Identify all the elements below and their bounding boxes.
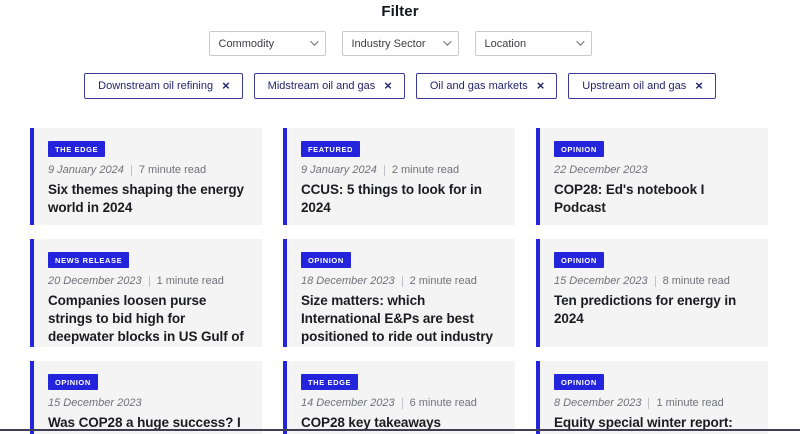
article-card[interactable]: NEWS RELEASE 20 December 2023 1 minute r… [30, 239, 262, 347]
meta-divider [383, 164, 385, 176]
meta-divider [401, 275, 403, 287]
active-filter-tags: Downstream oil refining × Midstream oil … [0, 73, 800, 99]
article-card[interactable]: OPINION 22 December 2023 COP28: Ed's not… [536, 128, 768, 225]
article-meta: 22 December 2023 [554, 164, 758, 176]
article-meta: 14 December 2023 6 minute read [301, 397, 505, 409]
filter-tag-label: Downstream oil refining [98, 80, 214, 92]
article-date: 22 December 2023 [554, 164, 648, 176]
article-date: 18 December 2023 [301, 275, 395, 287]
article-date: 9 January 2024 [48, 164, 124, 176]
article-card[interactable]: OPINION 15 December 2023 Was COP28 a hug… [30, 361, 262, 434]
chevron-down-icon [442, 36, 452, 46]
dropdown-selected-value: Commodity [218, 37, 275, 50]
read-time: 8 minute read [662, 275, 730, 287]
filter-tag[interactable]: Upstream oil and gas × [568, 73, 716, 99]
category-badge: THE EDGE [48, 141, 106, 157]
filter-heading: Filter [381, 3, 419, 20]
filter-tag-label: Upstream oil and gas [582, 80, 687, 92]
article-title: CCUS: 5 things to look for in 2024 [301, 182, 482, 215]
article-date: 14 December 2023 [301, 397, 395, 409]
article-card[interactable]: THE EDGE 14 December 2023 6 minute read … [283, 361, 515, 434]
article-card[interactable]: THE EDGE 9 January 2024 7 minute read Si… [30, 128, 262, 225]
article-card-grid: THE EDGE 9 January 2024 7 minute read Si… [30, 128, 768, 434]
meta-divider [148, 275, 150, 287]
article-title: Equity special winter report: flush prod… [554, 415, 733, 434]
category-badge: OPINION [301, 252, 351, 268]
article-title: Size matters: which International E&Ps a… [301, 293, 493, 347]
read-time: 2 minute read [391, 164, 460, 176]
category-badge: OPINION [48, 374, 98, 390]
close-icon[interactable]: × [536, 78, 545, 93]
read-time: 7 minute read [138, 164, 207, 176]
chevron-down-icon [309, 36, 319, 46]
meta-divider [130, 164, 132, 176]
read-time: 6 minute read [409, 397, 477, 409]
article-date: 15 December 2023 [554, 275, 648, 287]
dropdown-selected-value: Location [484, 37, 527, 50]
article-title: COP28: Ed's notebook I Podcast [554, 182, 705, 215]
category-badge: OPINION [554, 141, 604, 157]
page-bottom-divider [0, 429, 800, 431]
meta-divider [401, 397, 403, 409]
article-meta: 20 December 2023 1 minute read [48, 275, 252, 287]
read-time: 1 minute read [656, 397, 724, 409]
article-date: 15 December 2023 [48, 397, 142, 409]
article-meta: 9 January 2024 2 minute read [301, 164, 505, 176]
chevron-down-icon [575, 36, 585, 46]
article-date: 8 December 2023 [554, 397, 642, 409]
article-card[interactable]: OPINION 15 December 2023 8 minute read T… [536, 239, 768, 347]
article-title: Was COP28 a huge success? I Podcast [48, 415, 241, 434]
filter-dropdown-row: Commodity Industry Sector Location [0, 31, 800, 56]
close-icon[interactable]: × [222, 78, 230, 93]
category-badge: NEWS RELEASE [48, 252, 130, 268]
filter-tag[interactable]: Midstream oil and gas × [253, 73, 405, 99]
article-card[interactable]: OPINION 18 December 2023 2 minute read S… [283, 239, 515, 347]
category-badge: FEATURED [301, 141, 361, 157]
filter-dropdown[interactable]: Industry Sector [341, 31, 459, 56]
article-meta: 15 December 2023 8 minute read [554, 275, 758, 287]
article-meta: 9 January 2024 7 minute read [48, 164, 252, 176]
article-meta: 18 December 2023 2 minute read [301, 275, 505, 287]
article-title: Companies loosen purse strings to bid hi… [48, 293, 244, 347]
close-icon[interactable]: × [384, 78, 392, 93]
read-time: 1 minute read [156, 275, 224, 287]
category-badge: THE EDGE [301, 374, 359, 390]
article-title: Ten predictions for energy in 2024 [554, 293, 737, 326]
filter-dropdown[interactable]: Location [474, 31, 592, 56]
category-badge: OPINION [554, 252, 604, 268]
filter-tag[interactable]: Downstream oil refining × [84, 73, 243, 99]
read-time: 2 minute read [409, 275, 477, 287]
article-title: COP28 key takeaways [301, 415, 441, 430]
filter-tag-label: Midstream oil and gas [267, 80, 376, 92]
category-badge: OPINION [554, 374, 604, 390]
article-date: 9 January 2024 [301, 164, 377, 176]
article-card[interactable]: FEATURED 9 January 2024 2 minute read CC… [283, 128, 515, 225]
article-title: Six themes shaping the energy world in 2… [48, 182, 244, 215]
article-date: 20 December 2023 [48, 275, 142, 287]
filter-tag[interactable]: Oil and gas markets × [415, 73, 558, 99]
close-icon[interactable]: × [695, 78, 703, 93]
meta-divider [648, 397, 650, 409]
filter-tag-label: Oil and gas markets [429, 80, 528, 92]
article-meta: 8 December 2023 1 minute read [554, 397, 758, 409]
filter-dropdown[interactable]: Commodity [208, 31, 326, 56]
meta-divider [654, 275, 656, 287]
article-card[interactable]: OPINION 8 December 2023 1 minute read Eq… [536, 361, 768, 434]
article-meta: 15 December 2023 [48, 397, 252, 409]
dropdown-selected-value: Industry Sector [351, 37, 426, 50]
